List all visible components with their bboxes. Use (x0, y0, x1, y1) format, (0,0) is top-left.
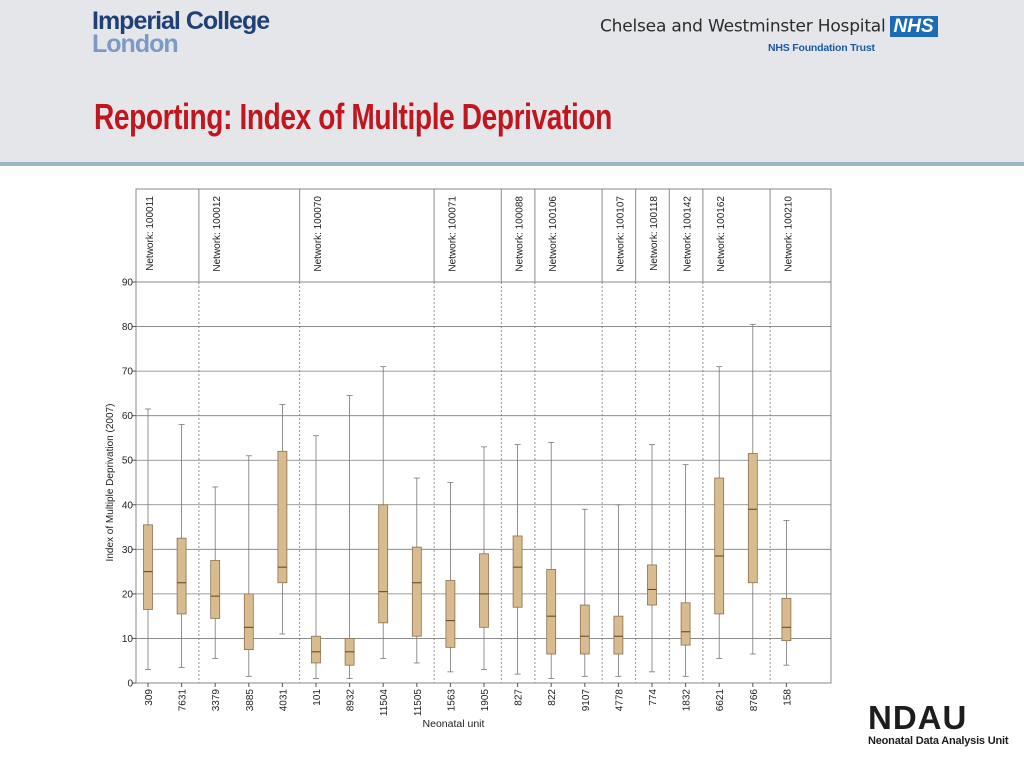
network-label: Network: 100012 (212, 196, 223, 272)
x-tick-label: 309 (144, 689, 155, 706)
box-9107 (579, 604, 590, 655)
x-tick-label: 1563 (446, 689, 457, 712)
imperial-logo-line2: London (92, 30, 179, 58)
box-7631 (176, 537, 187, 615)
y-tick-label: 50 (122, 456, 134, 467)
box-1905 (479, 553, 489, 628)
chart-root: 0 10 20 30 40 50 60 70 80 90 Index of Multiple Dep… (105, 188, 832, 730)
x-tick-label: 6621 (715, 689, 726, 712)
x-tick-label: 822 (547, 689, 558, 706)
y-tick-label: 80 (122, 322, 134, 333)
x-tick-label: 158 (782, 689, 793, 706)
network-label: Network: 100071 (447, 196, 458, 272)
x-axis-label: Neonatal unit (423, 718, 485, 730)
x-tick-label: 3379 (211, 689, 222, 712)
x-tick-label: 1832 (682, 689, 693, 712)
hospital-name: Chelsea and Westminster Hospital (600, 16, 886, 37)
box-8766 (747, 453, 758, 584)
boxplot-chart: 0 10 20 30 40 50 60 70 80 90 Index of Multiple Dep… (105, 188, 832, 730)
imperial-college-logo: Imperial College London (92, 7, 270, 58)
y-tick-label: 90 (122, 278, 134, 289)
network-label: Network: 100118 (649, 196, 660, 271)
nhs-logo-icon: NHS (889, 16, 938, 37)
box-101 (311, 635, 321, 664)
box-4778 (613, 615, 624, 655)
y-tick-label: 30 (122, 545, 134, 556)
box-827 (512, 535, 523, 608)
ndau-name: Neonatal Data Analysis Unit (868, 735, 1009, 747)
x-tick-label: 9107 (581, 689, 592, 712)
box-309 (143, 524, 153, 610)
box-11505 (411, 546, 422, 637)
imperial-logo-line1: Imperial College (92, 7, 270, 35)
x-tick-label: 8932 (346, 689, 357, 712)
network-label: Network: 100011 (145, 196, 156, 271)
network-label: Network: 100142 (683, 196, 694, 272)
ndau-mark: NDAU (868, 699, 968, 736)
slide-header: Imperial College London Chelsea and West… (0, 0, 1024, 166)
x-tick-label: 8766 (749, 689, 760, 712)
network-label: Network: 100088 (515, 196, 526, 272)
box-774 (647, 564, 657, 606)
x-tick-label: 11504 (379, 689, 390, 717)
x-tick-label: 827 (514, 689, 525, 706)
x-tick-label: 4031 (278, 689, 289, 712)
x-tick-label: 774 (648, 689, 659, 706)
network-label: Network: 100210 (783, 196, 794, 272)
network-label: Network: 100162 (716, 196, 727, 272)
box-158 (781, 597, 792, 642)
x-tick-label: 3885 (245, 689, 256, 712)
chelsea-westminster-logo: Chelsea and Westminster Hospital NHS NHS … (600, 16, 938, 54)
box-822 (546, 568, 557, 655)
x-tick-label: 4778 (614, 689, 625, 712)
y-tick-label: 40 (122, 500, 134, 511)
y-tick-label: 60 (122, 411, 134, 422)
y-tick-label: 0 (127, 679, 133, 690)
slide-title: Reporting: Index of Multiple Deprivation (94, 96, 612, 137)
box-11504 (378, 504, 389, 624)
box-3885 (243, 593, 254, 650)
x-tick-label: 11505 (413, 689, 424, 717)
x-tick-label: 1905 (480, 689, 491, 712)
network-label: Network: 100107 (615, 196, 626, 272)
box-6621 (714, 477, 725, 615)
box-1563 (445, 580, 456, 648)
ndau-logo: NDAU Neonatal Data Analysis Unit (868, 699, 1009, 748)
trust-name: NHS Foundation Trust (768, 42, 875, 54)
y-axis-label: Index of Multiple Deprivation (2007) (105, 404, 116, 562)
y-tick-label: 10 (122, 634, 134, 645)
y-tick-label: 20 (122, 589, 134, 600)
box-1832 (680, 602, 691, 646)
x-tick-label: 101 (312, 689, 323, 706)
box-3379 (210, 560, 221, 619)
network-label: Network: 100106 (548, 196, 559, 272)
x-tick-label: 7631 (178, 689, 189, 712)
y-tick-label: 70 (122, 367, 134, 378)
box-4031 (277, 450, 288, 584)
network-label: Network: 100070 (313, 196, 324, 272)
